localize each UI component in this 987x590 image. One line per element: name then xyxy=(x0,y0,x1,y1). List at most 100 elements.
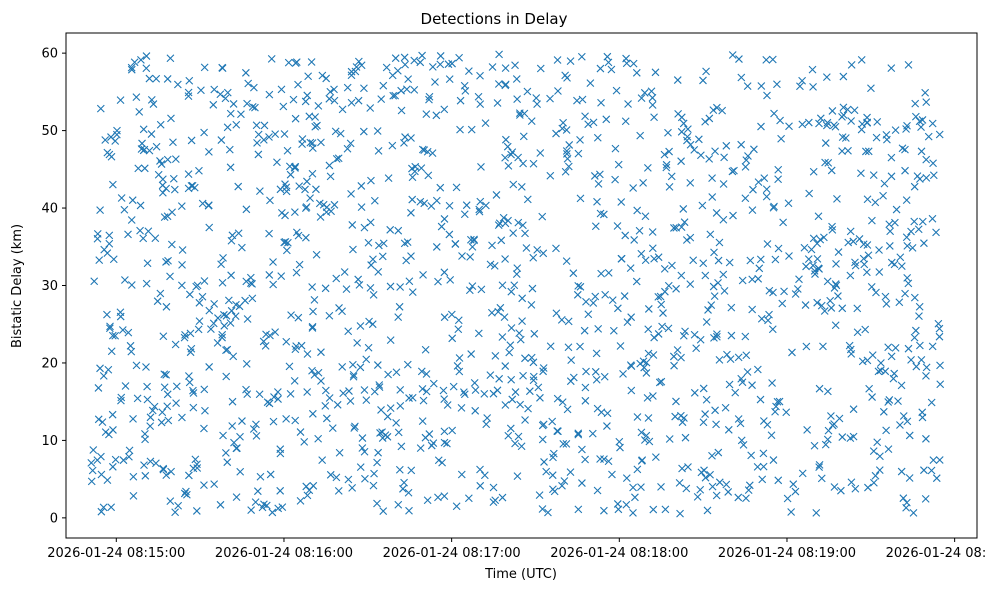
scatter-point xyxy=(490,262,499,270)
y-tick-label: 40 xyxy=(41,202,58,217)
scatter-point xyxy=(847,60,856,69)
scatter-point xyxy=(834,292,842,300)
scatter-point xyxy=(861,325,870,334)
scatter-point xyxy=(868,216,876,225)
scatter-point xyxy=(142,363,150,371)
scatter-point xyxy=(200,481,208,490)
scatter-point xyxy=(377,95,386,103)
scatter-point xyxy=(592,375,601,384)
scatter-point xyxy=(839,72,848,81)
scatter-point xyxy=(591,367,600,376)
scatter-point xyxy=(488,241,496,250)
scatter-point xyxy=(282,246,291,255)
scatter-point xyxy=(857,169,865,178)
scatter-point xyxy=(399,484,407,493)
scatter-point xyxy=(737,436,746,445)
scatter-point xyxy=(828,226,837,234)
scatter-point xyxy=(241,68,250,77)
scatter-point xyxy=(290,376,299,385)
scatter-point xyxy=(597,269,606,278)
scatter-point xyxy=(795,275,803,284)
scatter-point xyxy=(724,488,733,496)
scatter-point xyxy=(910,217,919,226)
scatter-point xyxy=(650,113,658,122)
scatter-point xyxy=(529,358,538,367)
scatter-point xyxy=(802,262,810,271)
scatter-point xyxy=(914,225,923,234)
scatter-point xyxy=(205,223,214,232)
scatter-point xyxy=(908,243,917,252)
scatter-point xyxy=(394,428,403,437)
scatter-point xyxy=(749,185,757,194)
scatter-point xyxy=(641,256,650,265)
scatter-point xyxy=(506,424,515,433)
scatter-point xyxy=(823,118,832,127)
scatter-point xyxy=(189,386,197,395)
scatter-point xyxy=(516,335,525,344)
scatter-point xyxy=(204,201,213,210)
scatter-point xyxy=(142,64,151,73)
scatter-point xyxy=(935,456,944,464)
scatter-point xyxy=(813,239,822,248)
scatter-point xyxy=(121,382,130,390)
scatter-point xyxy=(154,170,163,179)
scatter-point xyxy=(784,199,793,208)
scatter-point xyxy=(236,467,245,476)
scatter-point xyxy=(162,471,171,480)
scatter-point xyxy=(916,341,924,350)
scatter-point xyxy=(325,311,334,320)
scatter-point xyxy=(558,398,567,406)
scatter-point xyxy=(256,472,265,481)
scatter-point xyxy=(887,258,896,267)
scatter-point xyxy=(904,279,913,288)
scatter-point xyxy=(726,355,735,363)
scatter-point xyxy=(195,166,203,175)
scatter-point xyxy=(219,254,227,262)
scatter-point xyxy=(742,494,750,503)
scatter-point xyxy=(436,60,445,69)
scatter-point xyxy=(133,394,142,403)
scatter-point xyxy=(141,471,150,480)
scatter-point xyxy=(443,401,452,409)
scatter-point xyxy=(397,442,406,451)
scatter-point xyxy=(673,346,682,354)
scatter-point xyxy=(283,146,292,155)
scatter-point xyxy=(828,222,836,231)
scatter-point xyxy=(884,398,893,406)
scatter-point xyxy=(375,381,384,389)
scatter-point xyxy=(283,238,292,247)
scatter-point xyxy=(704,306,712,314)
scatter-point xyxy=(712,420,720,429)
scatter-point xyxy=(823,435,832,444)
scatter-point xyxy=(903,417,912,426)
y-axis-ticks: 0 10 20 30 40 50 60 xyxy=(41,47,66,526)
scatter-point xyxy=(708,193,717,201)
scatter-point xyxy=(107,347,116,356)
scatter-point xyxy=(527,300,536,309)
scatter-point xyxy=(223,88,232,97)
scatter-point xyxy=(648,392,657,400)
scatter-point xyxy=(294,313,303,322)
scatter-point xyxy=(754,178,763,186)
scatter-point xyxy=(608,296,617,305)
scatter-point xyxy=(817,474,826,483)
scatter-point xyxy=(637,249,646,258)
scatter-point xyxy=(178,261,186,269)
scatter-point xyxy=(475,207,484,216)
scatter-point xyxy=(476,465,484,474)
scatter-point xyxy=(356,322,365,330)
scatter-point xyxy=(397,106,406,115)
scatter-point xyxy=(683,132,692,141)
scatter-point xyxy=(879,407,888,416)
scatter-point xyxy=(838,433,847,441)
scatter-point xyxy=(644,305,653,313)
scatter-point xyxy=(887,64,896,73)
scatter-point xyxy=(719,215,728,224)
scatter-point xyxy=(841,134,850,142)
scatter-point xyxy=(626,361,635,370)
scatter-point xyxy=(101,136,110,144)
scatter-point xyxy=(407,208,415,217)
scatter-point xyxy=(408,288,417,297)
scatter-point xyxy=(348,221,357,229)
scatter-point xyxy=(140,164,149,173)
